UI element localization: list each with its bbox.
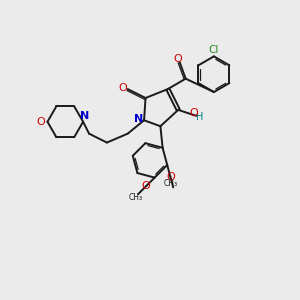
Text: N: N	[80, 111, 89, 121]
Text: CH₃: CH₃	[164, 179, 178, 188]
Text: CH₃: CH₃	[129, 193, 143, 202]
Text: O: O	[189, 108, 198, 118]
Text: O: O	[174, 54, 183, 64]
Text: N: N	[134, 114, 143, 124]
Text: O: O	[37, 117, 45, 127]
Text: O: O	[166, 172, 175, 182]
Text: H: H	[196, 112, 203, 122]
Text: O: O	[142, 181, 151, 191]
Text: Cl: Cl	[209, 45, 219, 55]
Text: O: O	[118, 82, 127, 93]
